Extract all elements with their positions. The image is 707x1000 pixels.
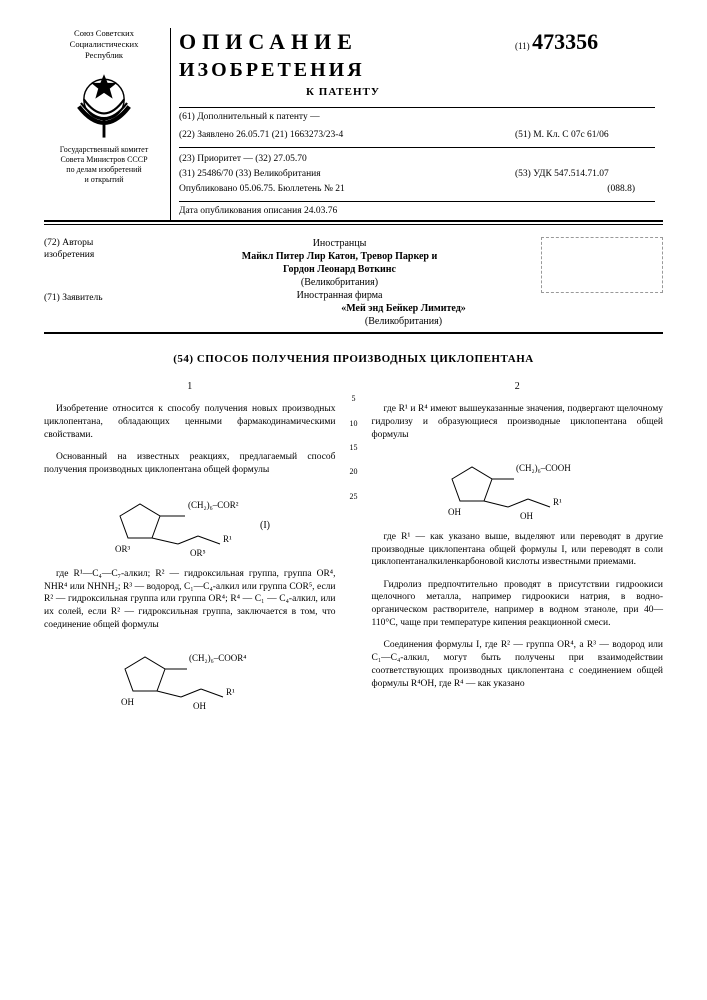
col-number: 2 [372, 380, 664, 394]
label-72: (72) Авторы [44, 237, 144, 249]
paragraph: Гидролиз предпочтительно проводят в прис… [372, 579, 664, 630]
biblio-61: (61) Дополнительный к патенту — [179, 111, 655, 123]
svg-text:(CH₂)₆–COOR⁴: (CH₂)₆–COOR⁴ [189, 653, 246, 663]
rule [179, 201, 655, 202]
body-column-1: 1 Изобретение относится к способу получе… [44, 380, 336, 719]
biblio-pub: Опубликовано 05.06.75. Бюллетень № 21 [179, 183, 507, 195]
paragraph: Основанный на известных реакциях, предла… [44, 451, 336, 477]
doc-title-1: ОПИСАНИЕ [179, 28, 507, 57]
committee-line: Совета Министров СССР [44, 155, 164, 165]
label-72b: изобретения [44, 249, 144, 261]
svg-text:(I): (I) [260, 520, 270, 531]
committee-line: и открытий [44, 175, 164, 185]
committee-line: Государственный комитет [44, 145, 164, 155]
biblio-23: (23) Приоритет — (32) 27.05.70 [179, 153, 507, 165]
svg-text:OR³: OR³ [115, 544, 131, 554]
invention-title: (54) СПОСОБ ПОЛУЧЕНИЯ ПРОИЗВОДНЫХ ЦИКЛОП… [44, 352, 663, 366]
line-num: 25 [344, 492, 364, 502]
chemical-formula-1: (CH₂)₆–COR² R¹ OR³ OR⁵ (I) [44, 486, 336, 558]
union-line: Союз Советских [44, 28, 164, 39]
union-line: Республик [44, 50, 164, 61]
state-emblem [68, 67, 140, 139]
svg-text:R¹: R¹ [223, 534, 232, 544]
biblio-31: (31) 25486/70 (33) Великобритания [179, 168, 507, 180]
dashed-placeholder [541, 237, 663, 293]
union-line: Социалистических [44, 39, 164, 50]
firm-country: (Великобритания) [144, 315, 663, 328]
committee-line: по делам изобретений [44, 165, 164, 175]
doc-title-3: К ПАТЕНТУ [179, 85, 507, 99]
line-num: 10 [344, 419, 364, 429]
chemical-formula-2: (CH₂)₆–COOR⁴ R¹ OH OH [44, 641, 336, 711]
col-number: 1 [44, 380, 336, 394]
biblio-22: (22) Заявлено 26.05.71 (21) 1663273/23-4 [179, 129, 507, 141]
paragraph: где R¹—C₄—C₇-алкил; R² — гидроксильная г… [44, 568, 336, 632]
line-num: 15 [344, 443, 364, 453]
svg-text:OH: OH [193, 701, 206, 711]
paragraph: Изобретение относится к способу получени… [44, 403, 336, 441]
paragraph: где R¹ — как указано выше, выделяют или … [372, 531, 664, 569]
line-num: 20 [344, 467, 364, 477]
patent-prefix: (11) [515, 41, 530, 51]
doc-title-2: ИЗОБРЕТЕНИЯ [179, 57, 507, 83]
svg-text:OH: OH [520, 511, 533, 521]
biblio-53b: (088.8) [515, 183, 655, 195]
svg-text:OH: OH [448, 507, 461, 517]
firm-name: «Мей энд Бейкер Лимитед» [144, 302, 663, 315]
biblio-51: (51) М. Кл. C 07c 61/06 [515, 129, 655, 141]
svg-text:(CH₂)₆–COOH: (CH₂)₆–COOH [516, 463, 571, 473]
biblio-date: Дата опубликования описания 24.03.76 [179, 205, 655, 217]
biblio-53a: (53) УДК 547.514.71.07 [515, 168, 655, 180]
rule [179, 107, 655, 108]
svg-text:OH: OH [121, 697, 134, 707]
paragraph: где R¹ и R⁴ имеют вышеуказанные значения… [372, 403, 664, 441]
rule [179, 147, 655, 148]
line-num: 5 [344, 394, 364, 404]
formula-text: (CH₂)₆–COR² [188, 500, 239, 510]
chemical-formula-3: (CH₂)₆–COOH R¹ OH OH [372, 451, 664, 521]
svg-text:R¹: R¹ [553, 497, 562, 507]
line-number-gutter: 5 10 15 20 25 [344, 380, 364, 719]
label-71: (71) Заявитель [44, 292, 144, 304]
svg-text:OR⁵: OR⁵ [190, 548, 206, 558]
svg-text:R¹: R¹ [226, 687, 235, 697]
paragraph: Соединения формулы I, где R² — группа OR… [372, 639, 664, 690]
body-column-2: 2 где R¹ и R⁴ имеют вышеуказанные значен… [372, 380, 664, 719]
patent-number: 473356 [532, 29, 598, 54]
